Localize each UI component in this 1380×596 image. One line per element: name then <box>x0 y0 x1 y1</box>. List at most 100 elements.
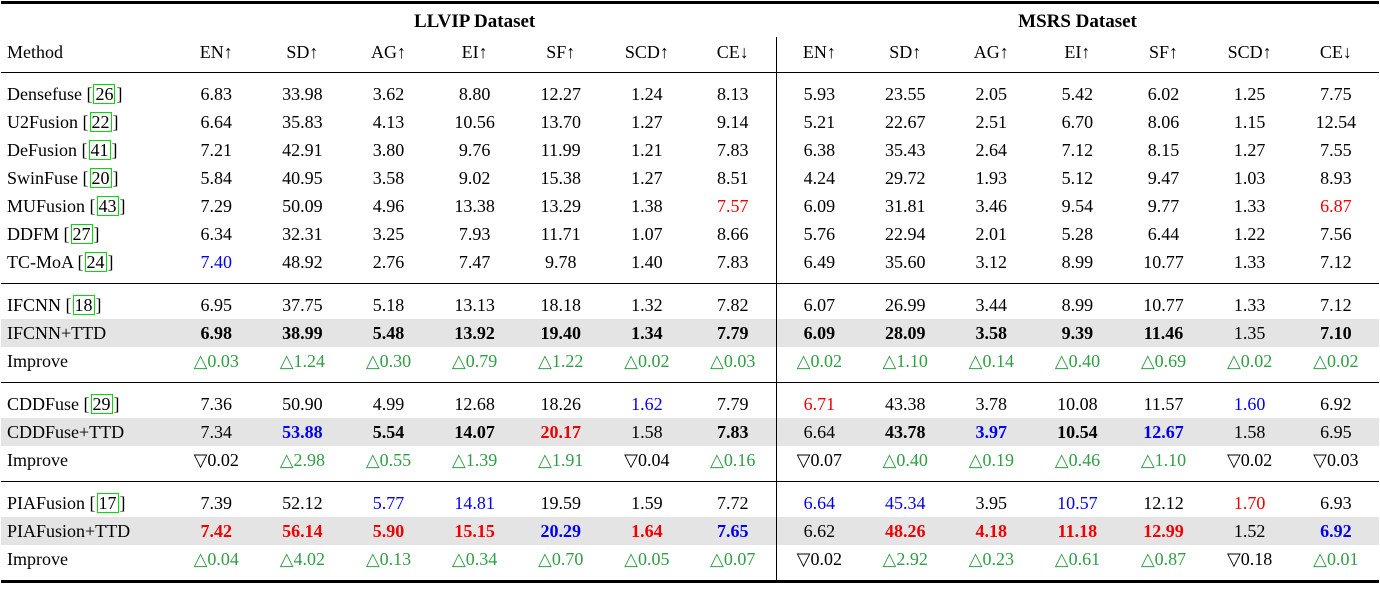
value-cell: 7.83 <box>689 248 777 284</box>
value-cell: 6.02 <box>1147 83 1180 104</box>
method-cell: Improve <box>7 449 68 470</box>
value-cell: △4.02 <box>279 548 326 569</box>
metric-header-ce-llvip: CE↓ <box>689 37 777 73</box>
value-cell: 35.60 <box>884 251 926 272</box>
value-cell: 7.79 <box>689 319 777 347</box>
citation-link[interactable]: 24 <box>84 251 107 272</box>
value-cell: △0.19 <box>968 449 1014 470</box>
value-cell: 1.21 <box>631 139 663 160</box>
value-cell: △2.92 <box>882 548 928 569</box>
value-cell: 6.44 <box>1147 223 1180 244</box>
value-cell: 10.77 <box>1143 294 1184 315</box>
value-cell: △1.10 <box>882 350 928 371</box>
value-cell: 11.57 <box>1143 393 1184 414</box>
value-cell: 7.42 <box>173 517 260 545</box>
metric-header-row: Method EN↑ SD↑ AG↑ EI↑ SF↑ SCD↑ CE↓ EN↑ SD↑ AG↑ EI… <box>1 37 1379 73</box>
value-cell: △0.02 <box>624 350 670 371</box>
value-cell: 1.52 <box>1206 517 1293 545</box>
metric-header-sd-msrs: SD↑ <box>889 41 922 62</box>
value-cell: 1.93 <box>975 167 1008 188</box>
citation-link[interactable]: 41 <box>88 139 111 160</box>
value-cell: 1.60 <box>1233 393 1266 414</box>
value-cell: 2.05 <box>975 83 1008 104</box>
method-cell: DDFM [27] <box>7 223 100 244</box>
value-cell: 6.95 <box>200 294 233 315</box>
value-cell: 33.98 <box>282 83 323 104</box>
value-cell: 4.18 <box>948 517 1035 545</box>
value-cell: 3.97 <box>948 418 1035 446</box>
value-cell: 12.27 <box>540 83 581 104</box>
citation-link[interactable]: 43 <box>96 195 119 216</box>
value-cell: 10.57 <box>1057 492 1098 513</box>
paper-table-page: LLVIP Dataset MSRS Dataset Method EN↑ SD↑… <box>1 1 1379 583</box>
value-cell: 13.29 <box>540 195 581 216</box>
value-cell: 4.99 <box>372 393 405 414</box>
value-cell: 6.92 <box>1320 393 1352 414</box>
table-row-piafusion-ttd: PIAFusion+TTD 7.42 56.14 5.90 15.15 20.29 1.64… <box>1 517 1379 545</box>
value-cell: 3.44 <box>975 294 1008 315</box>
value-cell: 43.38 <box>884 393 926 414</box>
value-cell: 1.33 <box>1233 195 1266 216</box>
value-cell: 7.57 <box>689 192 777 220</box>
value-cell: △0.61 <box>1054 548 1101 569</box>
value-cell: 1.07 <box>631 223 663 244</box>
value-cell: 1.59 <box>631 492 663 513</box>
value-cell: 7.79 <box>689 382 777 418</box>
value-cell: 7.47 <box>458 251 491 272</box>
value-cell: 22.67 <box>884 111 926 132</box>
citation-link[interactable]: 22 <box>89 111 112 132</box>
citation-link[interactable]: 18 <box>72 294 95 315</box>
value-cell: △0.40 <box>1054 350 1101 371</box>
citation-link[interactable]: 20 <box>89 167 112 188</box>
value-cell: △0.70 <box>538 548 584 569</box>
value-cell: △0.23 <box>968 548 1014 569</box>
value-cell: 7.65 <box>689 517 777 545</box>
value-cell: 1.33 <box>1233 251 1266 272</box>
citation-link[interactable]: 27 <box>70 223 93 244</box>
value-cell: △0.05 <box>624 548 670 569</box>
dataset-header-llvip: LLVIP Dataset <box>414 11 536 32</box>
table-row-ifcnn: IFCNN [18] 6.95 37.75 5.18 13.13 18.18 1.32 7.8… <box>1 283 1379 319</box>
value-cell: ▽0.02 <box>796 548 842 569</box>
value-cell: 48.92 <box>282 251 323 272</box>
value-cell: 1.32 <box>631 294 663 315</box>
value-cell: 3.46 <box>975 195 1008 216</box>
value-cell: 1.24 <box>631 83 663 104</box>
value-cell: 6.70 <box>1061 111 1094 132</box>
value-cell: 8.80 <box>458 83 491 104</box>
metric-header-ei-msrs: EI↑ <box>1064 41 1091 62</box>
value-cell: 12.54 <box>1315 111 1357 132</box>
value-cell: △0.30 <box>365 350 412 371</box>
table-header: LLVIP Dataset MSRS Dataset Method EN↑ SD↑… <box>1 3 1379 73</box>
value-cell: 6.34 <box>200 223 233 244</box>
value-cell: ▽0.02 <box>193 449 239 470</box>
value-cell: 7.10 <box>1292 319 1379 347</box>
citation-link[interactable]: 17 <box>96 492 119 513</box>
value-cell: 7.36 <box>200 393 233 414</box>
value-cell: 45.34 <box>884 492 926 513</box>
value-cell: 3.12 <box>975 251 1008 272</box>
value-cell: △1.10 <box>1140 449 1187 470</box>
citation-link[interactable]: 29 <box>90 393 113 414</box>
value-cell: 4.96 <box>372 195 405 216</box>
value-cell: 22.94 <box>884 223 926 244</box>
value-cell: △0.14 <box>968 350 1014 371</box>
method-cell: TC-MoA [24] <box>7 251 114 272</box>
method-cell: PIAFusion+TTD <box>1 517 174 545</box>
value-cell: 7.29 <box>200 195 233 216</box>
citation-link[interactable]: 26 <box>93 83 116 104</box>
table-row-cddfuse-ttd: CDDFuse+TTD 7.34 53.88 5.54 14.07 20.17 1.58 7.… <box>1 418 1379 446</box>
value-cell: 2.01 <box>975 223 1008 244</box>
value-cell: 53.88 <box>259 418 346 446</box>
value-cell: 8.99 <box>1061 251 1094 272</box>
value-cell: 32.31 <box>282 223 323 244</box>
dataset-header-msrs: MSRS Dataset <box>1018 11 1137 32</box>
value-cell: 6.09 <box>803 195 836 216</box>
value-cell: 1.22 <box>1233 223 1266 244</box>
metric-header-en-msrs: EN↑ <box>802 41 836 62</box>
value-cell: 12.12 <box>1143 492 1184 513</box>
metric-header-ce-msrs: CE↓ <box>1319 41 1352 62</box>
value-cell: 5.42 <box>1061 83 1094 104</box>
value-cell: 1.58 <box>603 418 690 446</box>
value-cell: 7.55 <box>1320 139 1352 160</box>
